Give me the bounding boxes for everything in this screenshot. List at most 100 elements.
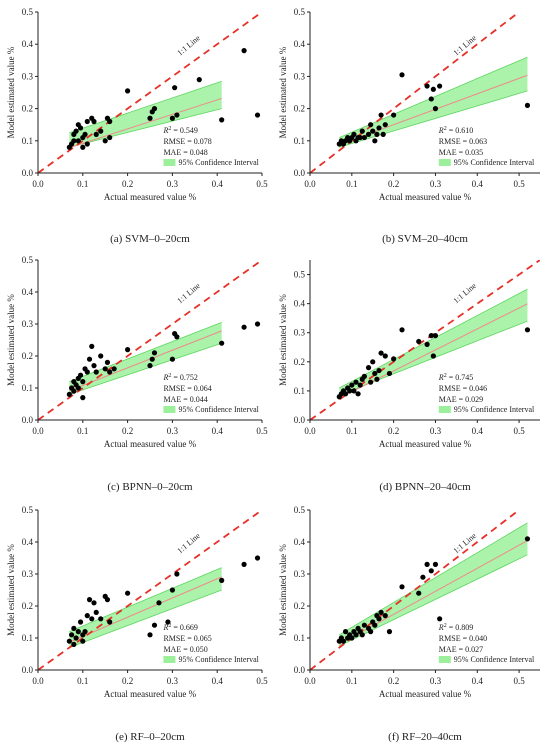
y-tick-label: 0.4 xyxy=(294,39,306,49)
panel-caption: (b) SVM–20–40cm xyxy=(382,233,468,245)
data-point xyxy=(365,365,372,371)
data-point xyxy=(104,359,111,365)
data-point xyxy=(93,609,99,616)
r2-label: R2 = 0.669 xyxy=(162,623,197,632)
rmse-label: RMSE = 0.065 xyxy=(163,634,211,643)
y-axis-title: Model estimated value % xyxy=(278,544,288,636)
data-point xyxy=(66,638,72,644)
data-point xyxy=(416,590,422,596)
data-point xyxy=(82,131,88,137)
one-to-one-line xyxy=(310,510,520,670)
data-point xyxy=(156,600,162,606)
y-tick-label: 0.2 xyxy=(294,601,305,611)
data-point xyxy=(80,144,86,150)
ci-legend-label: 95% Confidence Interval xyxy=(454,158,535,167)
ci-band xyxy=(339,289,528,396)
y-tick-label: 0.2 xyxy=(22,351,33,361)
x-tick-label: 0.3 xyxy=(167,426,179,436)
x-tick-label: 0.5 xyxy=(513,179,525,189)
data-point xyxy=(372,138,378,144)
y-axis-title: Model estimated value % xyxy=(6,294,16,386)
data-point xyxy=(430,353,436,359)
x-axis-title: Actual measured value % xyxy=(379,439,472,449)
data-point xyxy=(91,118,97,125)
data-point xyxy=(374,376,380,382)
data-point xyxy=(391,112,397,118)
y-tick-label: 0.3 xyxy=(294,71,306,81)
ci-lower-line xyxy=(69,589,222,648)
data-point xyxy=(428,333,434,339)
data-point xyxy=(524,327,531,333)
ci-legend-label: 95% Confidence Interval xyxy=(178,405,259,414)
ci-legend-swatch xyxy=(163,159,176,166)
x-tick-label: 0.5 xyxy=(513,426,525,436)
data-point xyxy=(71,138,77,144)
ci-legend-label: 95% Confidence Interval xyxy=(454,655,535,664)
y-axis-title: Model estimated value % xyxy=(6,46,16,138)
data-point xyxy=(241,561,247,568)
plot-area xyxy=(38,12,262,173)
data-point xyxy=(399,72,405,78)
rmse-label: RMSE = 0.046 xyxy=(439,384,487,393)
x-tick-label: 0.3 xyxy=(430,676,442,686)
r2-label: R2 = 0.745 xyxy=(438,373,473,382)
data-point xyxy=(368,122,374,128)
data-point xyxy=(219,117,225,123)
data-point xyxy=(254,321,261,327)
x-tick-label: 0.1 xyxy=(346,179,357,189)
y-axis-title: Model estimated value % xyxy=(278,46,288,138)
data-point xyxy=(98,353,104,359)
ci-upper-line xyxy=(339,288,528,389)
mae-label: MAE = 0.048 xyxy=(163,148,207,157)
x-tick-label: 0.4 xyxy=(212,426,224,436)
ci-band xyxy=(69,322,222,395)
y-tick-label: 0.2 xyxy=(22,104,33,114)
data-point xyxy=(351,388,357,394)
data-point xyxy=(353,632,359,638)
x-tick-label: 0.4 xyxy=(472,676,484,686)
data-point xyxy=(524,536,531,542)
data-point xyxy=(372,622,378,628)
x-tick-label: 0.2 xyxy=(122,179,133,189)
data-point xyxy=(169,587,175,593)
x-tick-label: 0.0 xyxy=(304,179,316,189)
fit-line xyxy=(339,303,528,399)
data-point xyxy=(416,338,422,345)
y-tick-label: 0.5 xyxy=(22,255,34,265)
y-tick-label: 0.0 xyxy=(294,415,306,425)
ci-upper-line xyxy=(69,322,222,382)
data-point xyxy=(424,561,430,568)
data-point xyxy=(351,131,357,137)
y-tick-label: 0.1 xyxy=(22,136,33,146)
data-point xyxy=(374,131,380,137)
y-tick-label: 0.1 xyxy=(294,136,305,146)
x-tick-label: 0.2 xyxy=(388,676,399,686)
data-point xyxy=(107,369,113,375)
plot-area xyxy=(310,510,531,670)
one-to-one-line xyxy=(38,510,262,670)
data-point xyxy=(368,379,374,385)
rmse-label: RMSE = 0.078 xyxy=(163,137,211,146)
ci-legend-label: 95% Confidence Interval xyxy=(178,158,259,167)
data-point xyxy=(71,641,77,648)
one-to-one-line xyxy=(38,260,262,420)
x-tick-label: 0.3 xyxy=(430,179,442,189)
data-point xyxy=(378,609,384,616)
data-point xyxy=(98,616,104,622)
data-point xyxy=(376,367,382,374)
data-point xyxy=(376,616,382,622)
data-point xyxy=(82,629,88,635)
data-point xyxy=(365,131,372,137)
ci-lower-line xyxy=(339,90,528,148)
y-tick-label: 0.4 xyxy=(294,299,306,309)
panel-caption: (d) BPNN–20–40cm xyxy=(379,481,471,493)
data-point xyxy=(66,391,72,397)
data-point xyxy=(399,584,405,590)
data-point xyxy=(149,356,155,362)
panel-caption: (e) RF–0–20cm xyxy=(115,731,185,743)
data-point xyxy=(361,134,367,141)
data-point xyxy=(432,561,439,568)
one-to-one-label: 1:1 Line xyxy=(176,33,203,57)
rmse-label: RMSE = 0.063 xyxy=(439,137,487,146)
data-point xyxy=(432,333,439,339)
